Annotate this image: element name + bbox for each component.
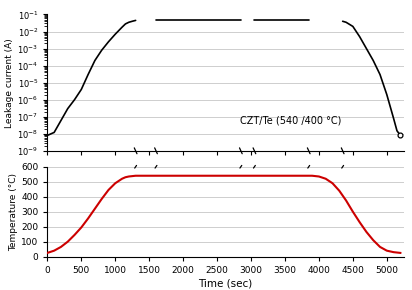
X-axis label: Time (sec): Time (sec) — [199, 279, 253, 289]
Text: CZT/Te (540 /400 °C): CZT/Te (540 /400 °C) — [240, 116, 341, 126]
Y-axis label: Leakage current (A): Leakage current (A) — [5, 38, 14, 128]
Y-axis label: Temperature (°C): Temperature (°C) — [9, 173, 18, 251]
